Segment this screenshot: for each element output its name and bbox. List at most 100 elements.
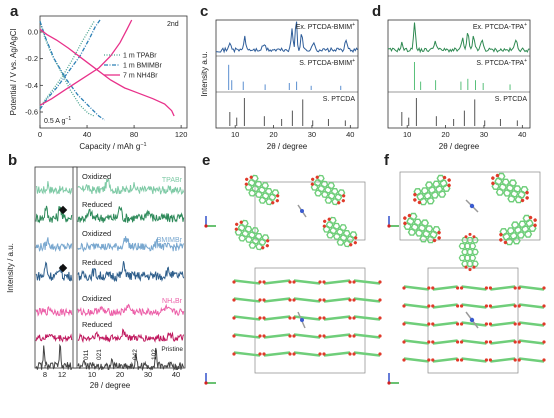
trace-label-text: S. PTCDA-TPA	[476, 60, 524, 67]
aromatic-ring	[419, 235, 428, 243]
molecule-side-view	[263, 351, 291, 357]
curve-a-discharge	[39, 21, 95, 117]
molecules-e	[232, 174, 382, 357]
x-tick-label-a: 80	[130, 130, 138, 139]
xrd-trace-b	[35, 181, 73, 196]
molecule-side-view	[233, 279, 261, 285]
oxygen-atom	[234, 227, 238, 231]
aromatic-ring	[508, 179, 518, 187]
aromatic-ring	[317, 185, 326, 193]
state-label-oxidized: Oxidized	[82, 294, 111, 303]
oxygen-atom	[353, 241, 357, 245]
molecule-side-view	[461, 357, 487, 363]
oxygen-atom	[322, 334, 326, 338]
traces-d	[387, 22, 530, 126]
molecule-side-view	[293, 351, 321, 357]
aromatic-ring	[466, 236, 474, 244]
oxygen-atom	[460, 322, 464, 326]
aromatic-ring	[432, 226, 441, 234]
aromatic-ring	[414, 229, 424, 237]
aromatic-ring	[244, 225, 253, 233]
oxygen-atom	[403, 216, 407, 220]
molecule-side-view	[432, 321, 458, 327]
aromatic-ring	[468, 242, 477, 250]
nitrogen-atom	[469, 203, 475, 209]
oxygen-atom	[378, 280, 382, 284]
oxygen-atom	[542, 304, 546, 308]
aromatic-ring	[427, 186, 437, 194]
aromatic-ring	[320, 190, 329, 199]
nitrogen-atom	[300, 209, 304, 213]
aromatic-ring	[332, 222, 341, 230]
oxygen-atom	[517, 358, 521, 362]
molecule-side-view	[461, 321, 487, 327]
aromatic-ring	[248, 231, 256, 239]
trace-label: Ex. PTCDA-TPA+	[473, 22, 527, 31]
oxygen-atom	[464, 235, 468, 239]
state-label-reduced: Reduced	[82, 200, 112, 209]
chart-panel-a: 2nd Potential / V vs. Ag/AgCl Capacity /…	[9, 15, 188, 151]
oxygen-atom	[472, 265, 476, 269]
panel-label-a: a	[10, 3, 19, 20]
oxygen-atom	[323, 219, 327, 223]
traces-b	[35, 178, 185, 372]
molecule-side-view	[353, 279, 381, 285]
oxygen-atom	[352, 280, 356, 284]
molecule-side-view	[432, 303, 458, 309]
aromatic-ring	[522, 214, 531, 222]
crystal-model-e	[204, 174, 382, 385]
ptcda-molecule	[499, 214, 537, 246]
aromatic-ring	[413, 218, 422, 226]
panel-label-f: f	[384, 152, 390, 169]
state-label-oxidized: Oxidized	[82, 172, 111, 181]
aromatic-ring	[247, 179, 256, 187]
legend-label-a: 1 m BMIMBr	[123, 63, 163, 70]
aromatic-ring	[314, 189, 323, 197]
molecule-side-view	[519, 357, 545, 363]
axis-triad-e-bottom	[204, 373, 216, 385]
x-tick-label-b: 8	[43, 370, 47, 379]
oxygen-atom	[318, 316, 322, 320]
oxygen-atom	[447, 178, 451, 182]
ptcda-molecule	[403, 212, 441, 244]
aromatic-ring	[439, 179, 448, 187]
ptcda-molecule	[413, 174, 451, 206]
aromatic-ring	[494, 177, 503, 185]
xrd-trace-b	[77, 236, 185, 253]
axis-ticks-d: 10 20 30 40	[403, 125, 526, 139]
aromatic-ring	[416, 193, 425, 201]
diamond-marker	[58, 263, 68, 273]
trace-labels-d: Ex. PTCDA-TPA+S. PTCDA-TPA+S. PTCDA	[473, 22, 527, 103]
plot-frame-c	[215, 19, 359, 129]
oxygen-atom	[232, 298, 236, 302]
oxygen-atom	[292, 280, 296, 284]
oxygen-atom	[402, 340, 406, 344]
oxygen-atom	[352, 334, 356, 338]
aromatic-ring	[513, 226, 523, 234]
panel-label-b: b	[8, 152, 17, 169]
x-tick-label-a: 0	[38, 130, 42, 139]
oxygen-atom	[513, 286, 517, 290]
molecule-side-view	[353, 351, 381, 357]
molecule-side-view	[323, 333, 351, 339]
xrd-trace-b	[35, 205, 73, 224]
y-axis-label-c: Intensity a.u.	[200, 51, 209, 96]
molecule-side-view	[519, 285, 545, 291]
oxygen-atom	[352, 316, 356, 320]
aromatic-ring	[413, 188, 422, 196]
x-tick-label-b: 20	[116, 370, 124, 379]
molecule-side-view	[403, 285, 429, 291]
unit-cell-top-e	[254, 181, 366, 241]
aromatic-ring	[327, 192, 336, 200]
oxygen-atom	[484, 304, 488, 308]
aromatic-ring	[258, 186, 266, 194]
oxygen-atom	[322, 280, 326, 284]
aromatic-ring	[336, 238, 345, 246]
trace-label-text: S. PTCDA	[323, 96, 356, 103]
miller-index: 011	[83, 349, 90, 360]
oxygen-atom	[232, 334, 236, 338]
oxygen-atom	[235, 222, 239, 226]
xrd-trace-b	[35, 343, 73, 371]
y-axis-label-a: Potential / V vs. Ag/AgCl	[9, 28, 18, 115]
molecule-side-view	[490, 339, 516, 345]
